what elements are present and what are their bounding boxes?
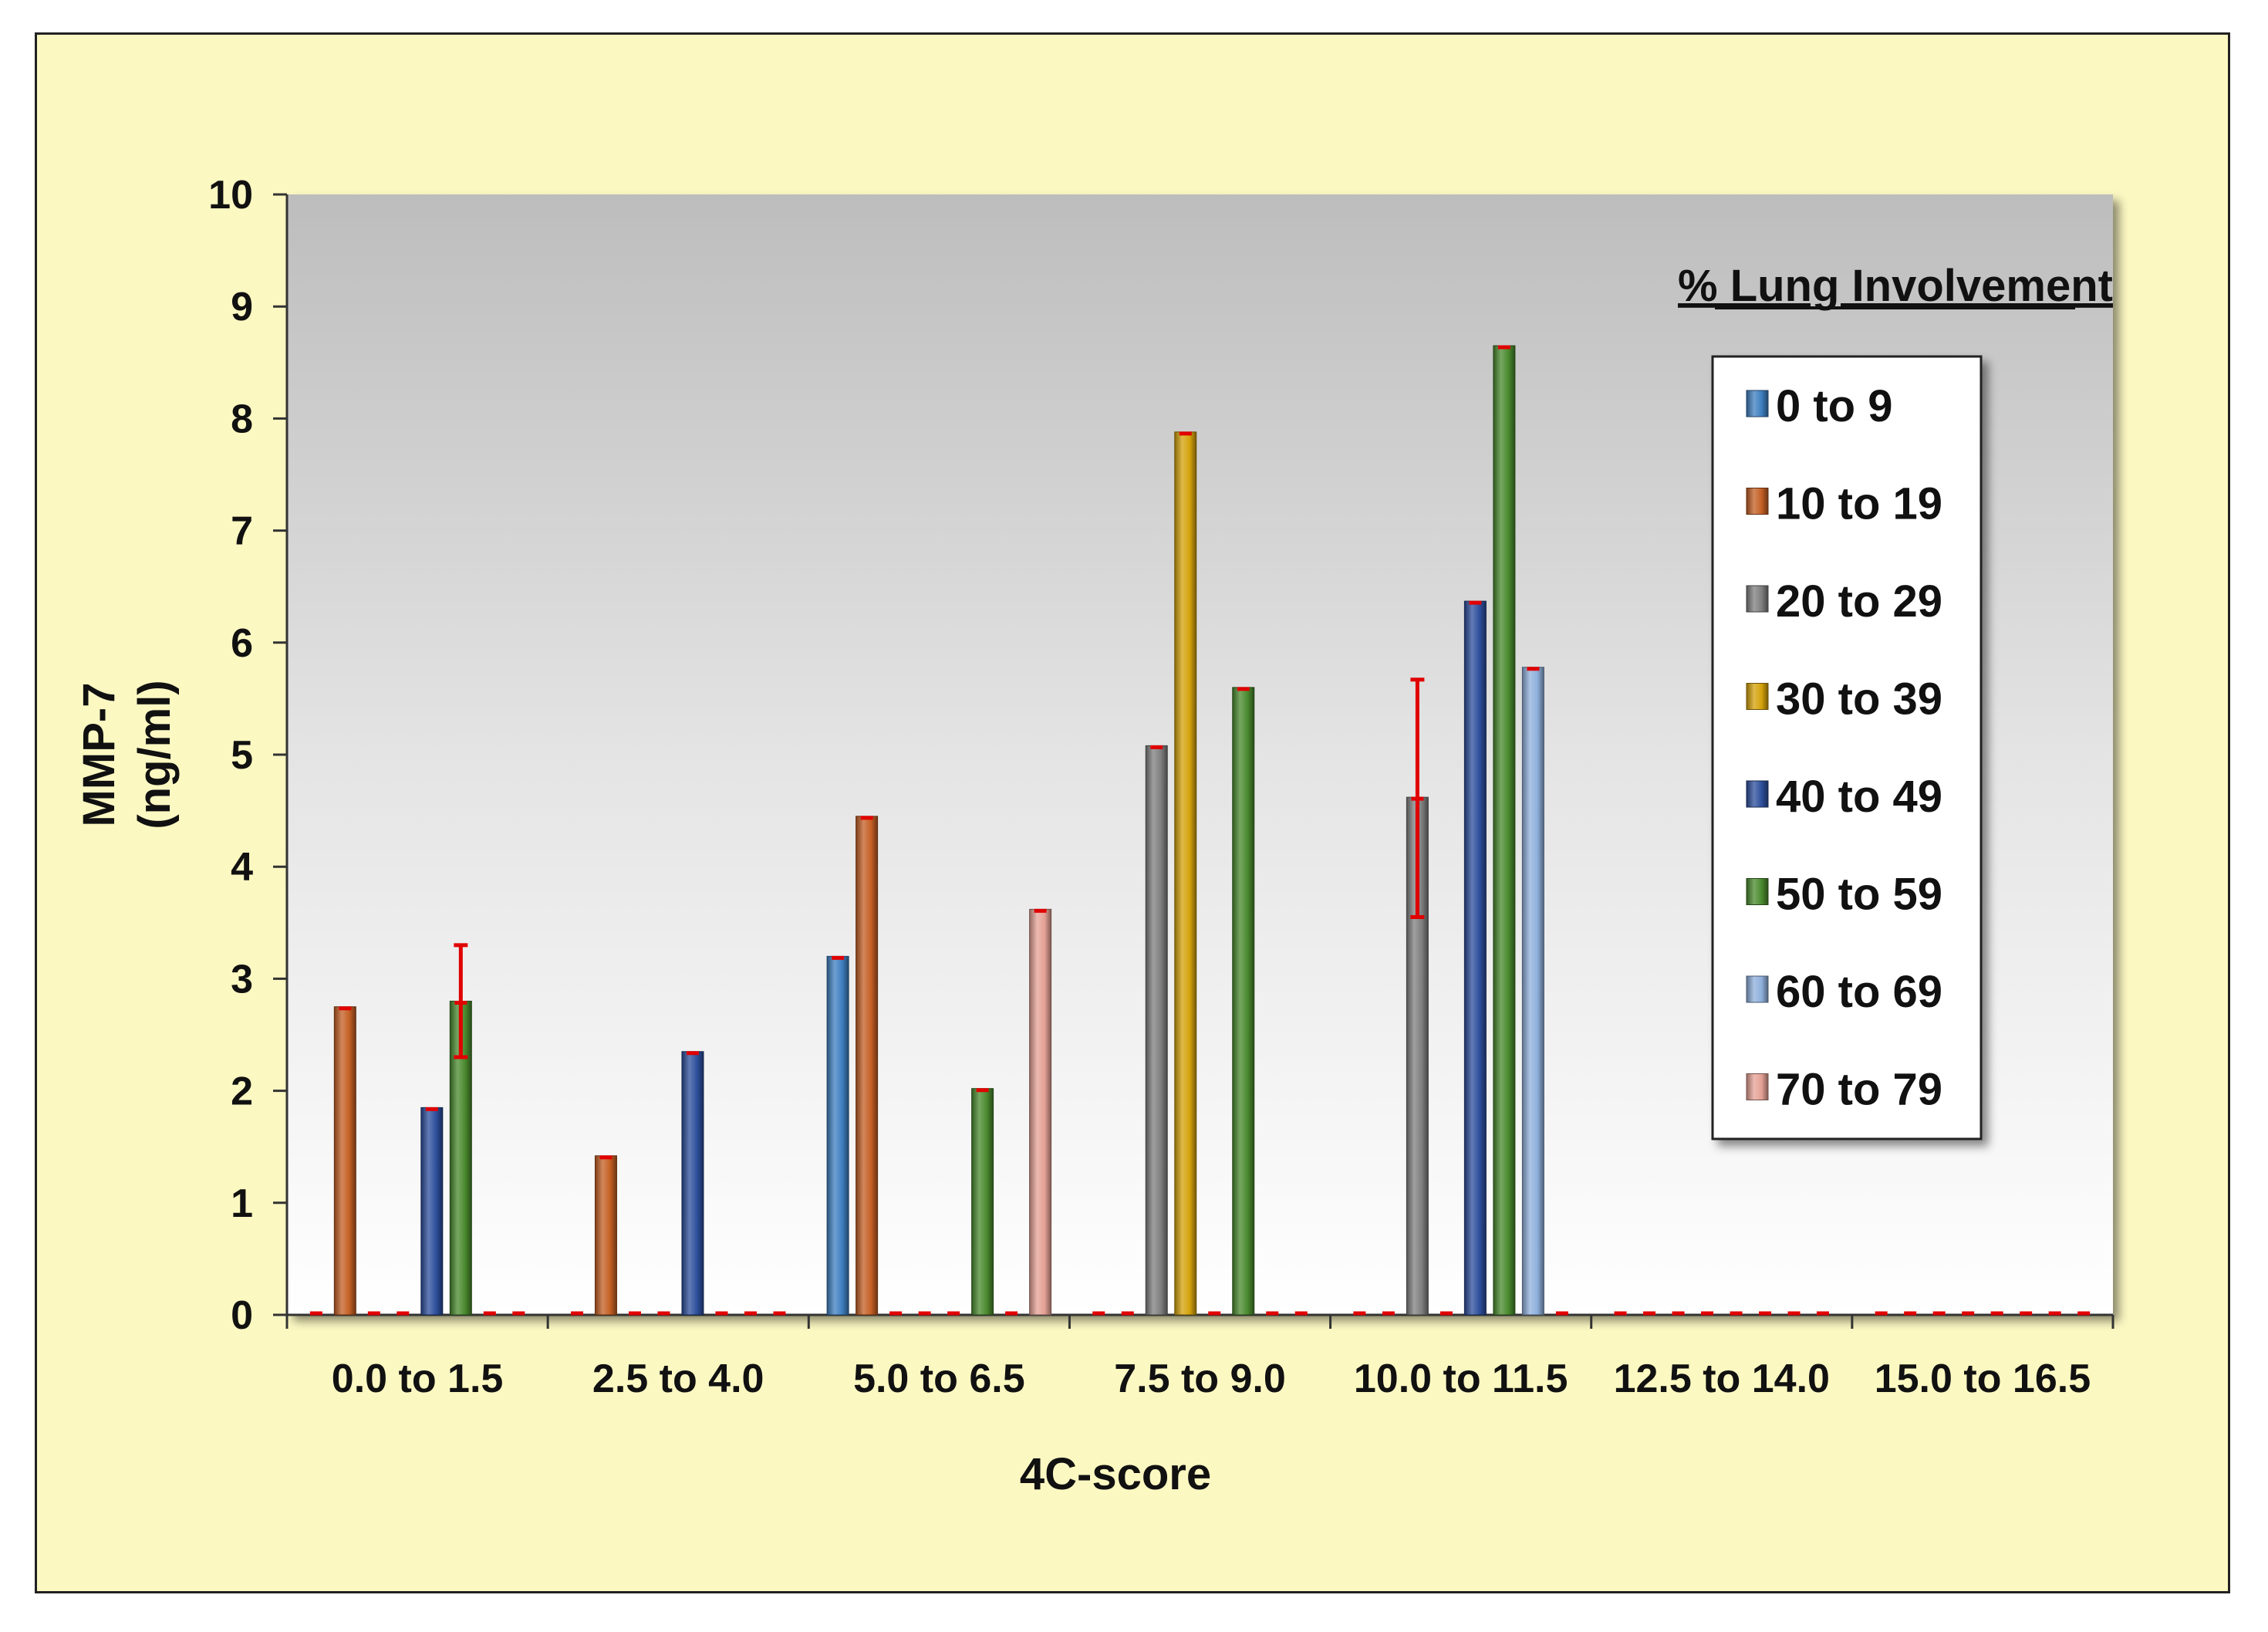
bar-50-to-59 — [1232, 687, 1255, 1316]
y-tick-label: 2 — [231, 1069, 253, 1114]
legend-swatch — [1746, 1073, 1769, 1100]
x-axis: 0.0 to 1.5 2.5 to 4.0 5.0 to 6.5 7.5 to 9.0… — [285, 1313, 2114, 1401]
legend-label: 50 to 59 — [1776, 870, 1942, 920]
legend-label: 10 to 19 — [1776, 479, 1942, 529]
bars — [309, 345, 2091, 1316]
x-tick-label: 0.0 to 1.5 — [332, 1357, 504, 1401]
y-axis-title-line1: MMP-7 — [74, 683, 124, 827]
y-tick-label: 4 — [231, 845, 253, 890]
x-tick-label: 2.5 to 4.0 — [592, 1357, 764, 1401]
bar-10-to-19 — [333, 1006, 356, 1316]
y-tick-label: 3 — [231, 957, 253, 1002]
legend-label: 30 to 39 — [1776, 674, 1942, 725]
bar-40-to-49 — [1463, 600, 1487, 1316]
legend-label: 40 to 49 — [1776, 772, 1942, 822]
bar-50-to-59 — [449, 1000, 472, 1316]
legend-label: 0 to 9 — [1776, 381, 1893, 431]
y-tick-label: 10 — [208, 173, 253, 218]
x-tick-label: 10.0 to 11.5 — [1354, 1357, 1568, 1401]
y-tick-label: 7 — [231, 509, 253, 554]
legend-swatch — [1746, 683, 1769, 710]
x-tick-label: 15.0 to 16.5 — [1875, 1357, 2091, 1401]
y-tick-label: 1 — [231, 1181, 253, 1226]
bar-70-to-79 — [1029, 908, 1052, 1316]
y-axis: 0 1 2 3 4 5 6 7 8 9 10 — [208, 173, 289, 1338]
bar-10-to-19 — [594, 1155, 617, 1316]
legend-swatch — [1746, 878, 1769, 905]
x-tick-label: 7.5 to 9.0 — [1114, 1357, 1286, 1401]
legend-swatch — [1746, 780, 1769, 808]
x-tick-label: 12.5 to 14.0 — [1614, 1357, 1830, 1401]
bar-60-to-69 — [1521, 667, 1544, 1316]
bar-50-to-59 — [971, 1088, 994, 1316]
legend-label: 60 to 69 — [1776, 967, 1942, 1017]
legend: 0 to 9 10 to 19 20 to 29 30 to 39 40 to 49 50… — [1711, 355, 1983, 1140]
legend-swatch — [1746, 975, 1769, 1003]
y-tick-label: 5 — [231, 733, 253, 778]
legend-swatch — [1746, 488, 1769, 515]
x-axis-title: 4C-score — [1020, 1449, 1211, 1499]
y-tick-label: 8 — [231, 397, 253, 441]
bar-10-to-19 — [856, 816, 879, 1316]
legend-label: 70 to 79 — [1776, 1065, 1942, 1115]
bar-40-to-49 — [681, 1051, 704, 1316]
error-bars — [454, 677, 1425, 1059]
y-tick-label: 0 — [231, 1293, 253, 1338]
bar-0-to-9 — [826, 955, 849, 1316]
y-tick-label: 6 — [231, 621, 253, 666]
bar-50-to-59 — [1493, 345, 1516, 1316]
legend-box — [1711, 355, 1983, 1140]
x-tick-label: 5.0 to 6.5 — [853, 1357, 1025, 1401]
bar-40-to-49 — [420, 1107, 444, 1316]
legend-swatch — [1746, 585, 1769, 613]
y-tick-label: 9 — [231, 285, 253, 329]
bar-20-to-29 — [1145, 745, 1168, 1316]
legend-swatch — [1746, 390, 1769, 417]
legend-title: % Lung Involvement — [1678, 261, 2113, 311]
y-axis-title-line2: (ng/ml) — [130, 680, 180, 829]
legend-label: 20 to 29 — [1776, 576, 1942, 627]
bar-30-to-39 — [1174, 431, 1197, 1316]
